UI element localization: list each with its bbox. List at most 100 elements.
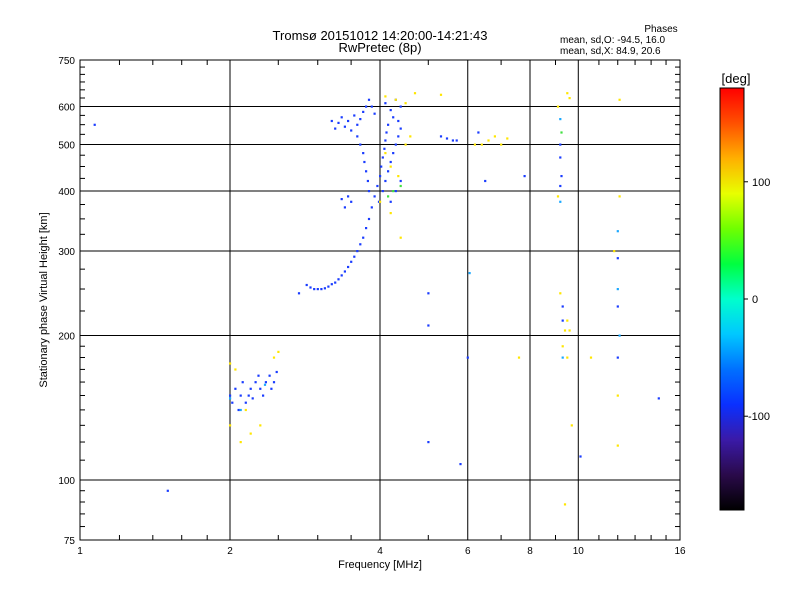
x-tick-label: 4 <box>377 546 383 557</box>
data-point <box>229 397 232 400</box>
data-point <box>362 110 365 113</box>
data-point <box>399 184 402 188</box>
data-point <box>394 98 397 101</box>
data-point <box>353 255 356 258</box>
data-point <box>337 121 340 124</box>
data-point <box>376 184 379 188</box>
data-point <box>439 93 443 96</box>
data-point <box>305 283 308 287</box>
data-point <box>618 195 621 198</box>
data-point <box>392 116 395 119</box>
data-point <box>618 98 621 101</box>
data-point <box>316 288 319 291</box>
data-point <box>427 441 430 444</box>
data-point <box>340 116 343 119</box>
chart-title: Tromsø 20151012 14:20:00-14:21:43 <box>272 28 488 43</box>
data-point <box>559 156 562 159</box>
data-point <box>365 227 368 230</box>
data-point <box>387 123 390 126</box>
y-tick-label: 600 <box>58 103 75 114</box>
data-point <box>93 123 96 126</box>
data-point <box>384 152 387 155</box>
data-point <box>568 329 571 332</box>
data-point <box>559 143 562 146</box>
y-tick-label: 75 <box>64 536 76 547</box>
data-point <box>365 170 368 173</box>
data-point <box>334 281 337 284</box>
data-point <box>370 206 373 209</box>
y-tick-label: 100 <box>58 476 75 487</box>
data-point <box>523 175 526 178</box>
data-point <box>618 334 621 337</box>
data-point <box>320 288 323 291</box>
colorbar-tick-label: 100 <box>752 177 770 189</box>
data-point <box>560 175 563 178</box>
data-point <box>383 147 386 150</box>
data-point <box>244 401 247 404</box>
x-tick-label: 1 <box>77 546 83 557</box>
data-point <box>263 383 267 386</box>
colorbar-unit-label: [deg] <box>722 71 751 86</box>
data-point <box>365 105 368 108</box>
data-point <box>381 190 384 193</box>
data-point <box>343 125 346 128</box>
data-point <box>166 489 169 492</box>
data-point <box>362 236 365 239</box>
data-point <box>468 272 471 275</box>
data-point <box>389 160 392 164</box>
data-point <box>379 200 382 203</box>
data-point <box>399 179 402 183</box>
data-point <box>359 143 362 146</box>
data-point <box>589 356 593 359</box>
data-point <box>239 394 242 397</box>
data-point <box>399 236 402 239</box>
data-point <box>356 250 359 253</box>
data-point <box>313 288 316 291</box>
y-tick-label: 500 <box>58 141 75 152</box>
data-point <box>363 160 366 164</box>
data-point <box>389 165 392 168</box>
data-point <box>500 143 503 146</box>
axis-ticks: 1 2 4 6 8 10 16 75 100 200 300 400 500 600 750 <box>58 56 686 557</box>
data-point <box>330 283 333 286</box>
x-axis-label: Frequency [MHz] <box>338 559 422 571</box>
data-point <box>239 441 242 444</box>
data-point <box>234 368 237 371</box>
data-point <box>394 190 397 193</box>
data-point <box>566 92 569 95</box>
colorbar-ticks: 100 0 -100 <box>744 177 770 423</box>
data-point <box>556 105 560 108</box>
data-point <box>384 139 387 142</box>
data-point <box>343 270 346 273</box>
stats-extraordinary: mean, sd,X: 84.9, 20.6 <box>560 46 661 57</box>
data-point <box>373 112 376 115</box>
data-point <box>268 374 271 377</box>
data-point <box>380 165 383 168</box>
data-point <box>568 97 571 100</box>
x-tick-label: 6 <box>465 546 471 557</box>
data-point <box>323 287 326 290</box>
data-point <box>337 278 340 281</box>
data-point <box>350 129 353 132</box>
data-point <box>556 195 560 198</box>
data-point <box>480 143 483 146</box>
data-point <box>309 286 312 289</box>
y-axis-label: Stationary phase Virtual Height [km] <box>38 212 50 387</box>
x-tick-label: 16 <box>674 546 686 557</box>
data-point <box>394 143 397 146</box>
data-point <box>259 387 262 390</box>
x-tick-label: 8 <box>527 546 533 557</box>
data-point <box>229 424 232 427</box>
data-point <box>561 345 564 348</box>
data-point <box>297 292 301 295</box>
stats-ordinary: mean, sd,O: -94.5, 16.0 <box>560 35 666 46</box>
data-point <box>387 195 390 198</box>
data-point <box>387 170 390 173</box>
grid-lines <box>80 60 680 540</box>
data-point <box>385 131 388 134</box>
data-point <box>384 95 387 98</box>
data-point <box>359 243 362 246</box>
y-tick-label: 300 <box>58 247 75 258</box>
colorbar-tick-label: 0 <box>752 294 758 306</box>
data-point <box>563 503 567 506</box>
